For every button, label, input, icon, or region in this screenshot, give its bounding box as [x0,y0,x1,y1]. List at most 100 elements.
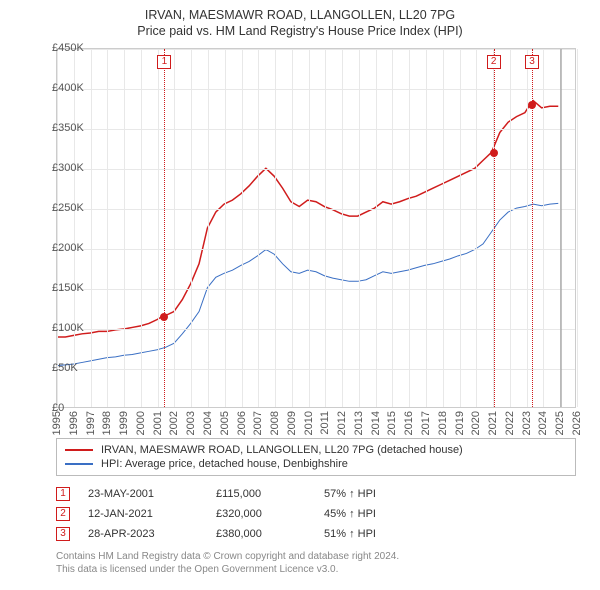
sales-price: £380,000 [216,528,306,540]
title-address: IRVAN, MAESMAWR ROAD, LLANGOLLEN, LL20 7… [14,8,586,22]
chart-container: IRVAN, MAESMAWR ROAD, LLANGOLLEN, LL20 7… [0,0,600,590]
gridline-v [258,49,259,407]
gridline-v [275,49,276,407]
xtick-label: 1996 [68,411,80,435]
gridline-h [57,249,575,250]
legend-row: IRVAN, MAESMAWR ROAD, LLANGOLLEN, LL20 7… [65,443,567,457]
gridline-v [57,49,58,407]
xtick-label: 2020 [470,411,482,435]
xtick-label: 1995 [51,411,63,435]
chart-legend: IRVAN, MAESMAWR ROAD, LLANGOLLEN, LL20 7… [56,438,576,476]
xtick-label: 2008 [269,411,281,435]
marker-box: 1 [157,55,171,69]
xtick-label: 2000 [135,411,147,435]
marker-vline [494,49,495,407]
xtick-label: 2025 [554,411,566,435]
xtick-label: 2018 [437,411,449,435]
chart-plot-area: 1995199619971998199920002001200220032004… [56,48,576,408]
gridline-v [376,49,377,407]
xtick-label: 2013 [353,411,365,435]
xtick-label: 2011 [319,411,331,435]
legend-swatch [65,463,93,465]
plot-region: 1995199619971998199920002001200220032004… [56,48,576,408]
xtick-label: 2002 [168,411,180,435]
gridline-v [74,49,75,407]
sales-row: 1 23-MAY-2001 £115,000 57% ↑ HPI [56,484,576,504]
gridline-v [443,49,444,407]
gridline-h [57,369,575,370]
sales-date: 28-APR-2023 [88,528,198,540]
xtick-label: 1997 [85,411,97,435]
current-date-line [560,49,562,407]
xtick-label: 2023 [521,411,533,435]
gridline-v [309,49,310,407]
xtick-label: 2017 [420,411,432,435]
sales-hpi: 51% ↑ HPI [324,528,376,540]
gridline-v [124,49,125,407]
gridline-v [325,49,326,407]
marker-dot [160,313,168,321]
gridline-v [107,49,108,407]
gridline-h [57,129,575,130]
sales-marker: 1 [56,487,70,501]
gridline-v [91,49,92,407]
gridline-v [158,49,159,407]
gridline-v [174,49,175,407]
xtick-label: 2021 [487,411,499,435]
gridline-v [543,49,544,407]
gridline-h [57,89,575,90]
xtick-label: 2006 [236,411,248,435]
xtick-label: 1998 [101,411,113,435]
xtick-label: 2009 [286,411,298,435]
marker-dot [528,101,536,109]
gridline-h [57,289,575,290]
gridline-v [342,49,343,407]
gridline-v [460,49,461,407]
sales-row: 2 12-JAN-2021 £320,000 45% ↑ HPI [56,504,576,524]
sales-hpi: 45% ↑ HPI [324,508,376,520]
xtick-label: 2005 [219,411,231,435]
sales-row: 3 28-APR-2023 £380,000 51% ↑ HPI [56,524,576,544]
sales-table: 1 23-MAY-2001 £115,000 57% ↑ HPI 2 12-JAN-202… [56,484,576,544]
sales-marker: 2 [56,507,70,521]
xtick-label: 2024 [537,411,549,435]
legend-label: HPI: Average price, detached house, Denb… [101,458,348,470]
gridline-v [292,49,293,407]
xtick-label: 2010 [303,411,315,435]
gridline-h [57,329,575,330]
legend-row: HPI: Average price, detached house, Denb… [65,457,567,471]
gridline-v [510,49,511,407]
title-subtitle: Price paid vs. HM Land Registry's House … [14,24,586,38]
gridline-h [57,209,575,210]
xtick-label: 1999 [118,411,130,435]
sales-date: 12-JAN-2021 [88,508,198,520]
sales-price: £320,000 [216,508,306,520]
gridline-v [242,49,243,407]
xtick-label: 2026 [571,411,583,435]
xtick-label: 2015 [386,411,398,435]
footer-line1: Contains HM Land Registry data © Crown c… [56,550,576,563]
legend-label: IRVAN, MAESMAWR ROAD, LLANGOLLEN, LL20 7… [101,444,463,456]
sales-marker: 3 [56,527,70,541]
chart-footer: Contains HM Land Registry data © Crown c… [56,550,576,576]
sales-price: £115,000 [216,488,306,500]
gridline-v [577,49,578,407]
gridline-v [191,49,192,407]
xtick-label: 2019 [454,411,466,435]
xtick-label: 2001 [152,411,164,435]
marker-dot [490,149,498,157]
xtick-label: 2016 [403,411,415,435]
gridline-v [141,49,142,407]
gridline-v [208,49,209,407]
gridline-h [57,169,575,170]
xtick-label: 2012 [336,411,348,435]
sales-date: 23-MAY-2001 [88,488,198,500]
gridline-v [409,49,410,407]
footer-line2: This data is licensed under the Open Gov… [56,563,576,576]
marker-box: 3 [525,55,539,69]
sales-hpi: 57% ↑ HPI [324,488,376,500]
gridline-v [392,49,393,407]
xtick-label: 2003 [185,411,197,435]
gridline-v [225,49,226,407]
gridline-v [359,49,360,407]
